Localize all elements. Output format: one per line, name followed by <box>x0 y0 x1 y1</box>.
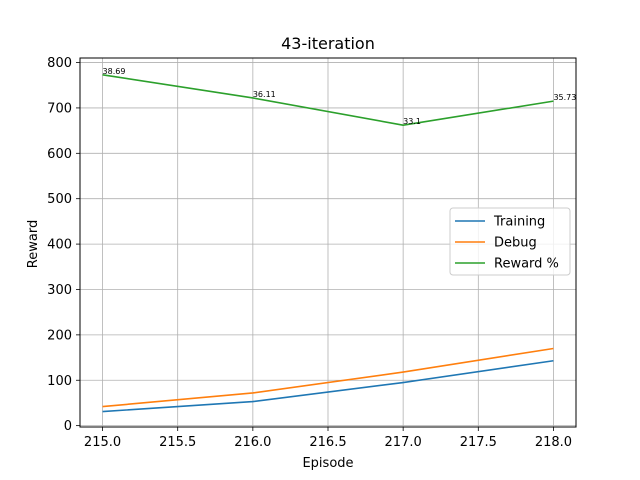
x-tick-label: 216.5 <box>309 435 346 450</box>
legend-label: Debug <box>494 236 537 251</box>
legend-label: Reward % <box>494 257 559 272</box>
x-tick-label: 218.0 <box>535 435 572 450</box>
legend-box <box>449 207 571 276</box>
data-label: 33.1 <box>403 117 421 126</box>
data-label: 35.73 <box>553 93 576 102</box>
legend-label: Training <box>493 215 545 230</box>
series-line-debug <box>102 347 554 408</box>
y-tick-label: 400 <box>47 238 72 253</box>
y-tick-label: 500 <box>47 192 72 207</box>
y-tick-label: 0 <box>64 419 72 434</box>
y-tick-label: 700 <box>47 101 72 116</box>
y-tick-label: 100 <box>47 374 72 389</box>
grid <box>80 58 576 427</box>
series-lines <box>102 73 554 413</box>
x-axis-ticks: 215.0 215.5 216.0 216.5 217.0 217.5 218.0 <box>84 427 572 450</box>
x-tick-label: 215.0 <box>84 435 121 450</box>
x-tick-label: 217.0 <box>385 435 422 450</box>
x-axis-label: Episode <box>302 456 353 471</box>
x-tick-label: 217.5 <box>460 435 497 450</box>
series-line-reward <box>102 73 554 126</box>
y-tick-label: 200 <box>47 328 72 343</box>
y-axis-label: Reward <box>26 220 41 268</box>
y-tick-label: 800 <box>47 56 72 71</box>
data-label: 36.11 <box>253 90 276 99</box>
y-tick-label: 300 <box>47 283 72 298</box>
legend-items: Training Debug Reward % <box>455 215 559 272</box>
data-labels: 38.69 36.11 33.1 35.73 <box>103 67 577 126</box>
legend: Training Debug Reward % <box>449 207 571 276</box>
y-axis-ticks: 0 100 200 300 400 500 600 700 800 <box>47 56 80 434</box>
chart-title: 43-iteration <box>281 34 375 53</box>
y-tick-label: 600 <box>47 147 72 162</box>
series-line-training <box>102 359 554 413</box>
x-tick-label: 216.0 <box>234 435 271 450</box>
data-label: 38.69 <box>103 67 126 76</box>
x-tick-label: 215.5 <box>159 435 196 450</box>
